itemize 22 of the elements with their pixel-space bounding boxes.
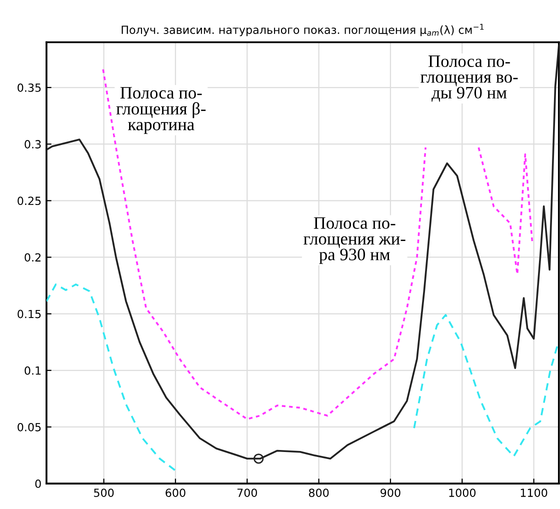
x-tick-label: 500 [94, 488, 114, 498]
x-tick-label: 900 [380, 488, 400, 498]
y-tick-label: 0.25 [18, 196, 41, 206]
y-tick-label: 0 [35, 480, 41, 488]
line-series [46, 283, 178, 472]
annotation: Полоса по- глощения β- каротина [116, 87, 206, 134]
y-tick-label: 0.35 [18, 83, 41, 92]
annotation: Полоса по- глощения во- ды 970 нм [420, 56, 518, 102]
y-tick-label: 0.1 [24, 366, 41, 375]
y-tick-label: 0.05 [18, 422, 41, 432]
annotation: Полоса по- глощения жи- ра 930 нм [304, 217, 406, 264]
x-tick-label: 1100 [520, 488, 548, 498]
y-tick-label: 0.15 [18, 310, 41, 318]
y-tick-label: 0.2 [24, 253, 41, 262]
line-series [478, 146, 534, 276]
chart-title: Получ. зависим. натурального показ. поглощения μ$_{am}$(λ) см$^{−1}$ [122, 24, 484, 36]
x-tick-label: 800 [308, 488, 329, 498]
x-tick-label: 700 [237, 488, 258, 498]
y-tick-label: 0.3 [24, 140, 41, 148]
x-tick-label: 1000 [449, 488, 476, 498]
line-series [413, 314, 558, 458]
x-tick-label: 600 [166, 488, 186, 498]
